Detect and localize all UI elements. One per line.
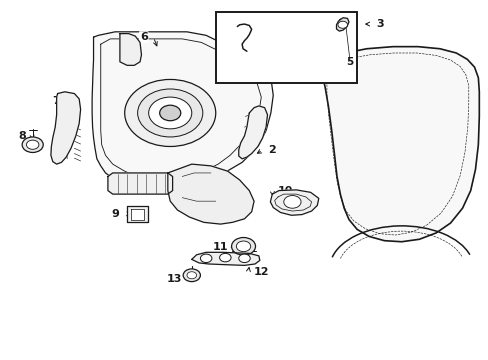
Text: 11: 11 (212, 242, 227, 252)
Text: 6: 6 (140, 32, 147, 42)
Circle shape (137, 89, 203, 137)
Text: 5: 5 (346, 57, 353, 67)
Polygon shape (92, 32, 273, 192)
Polygon shape (108, 173, 172, 194)
Circle shape (22, 137, 43, 153)
Circle shape (183, 269, 200, 282)
Text: 7: 7 (52, 96, 60, 105)
Circle shape (219, 253, 231, 262)
Text: 5: 5 (349, 60, 357, 70)
Text: 4: 4 (231, 27, 239, 37)
Text: 2: 2 (268, 145, 276, 155)
Text: 13: 13 (166, 274, 182, 284)
Circle shape (283, 195, 301, 208)
Circle shape (337, 21, 347, 28)
Polygon shape (238, 106, 267, 159)
Polygon shape (321, 47, 478, 242)
Circle shape (238, 254, 250, 262)
Text: 9: 9 (111, 208, 119, 219)
Circle shape (200, 254, 211, 262)
Polygon shape (336, 18, 348, 31)
Text: 1: 1 (124, 177, 132, 187)
Polygon shape (51, 92, 81, 164)
Circle shape (186, 272, 196, 279)
Circle shape (236, 241, 250, 252)
Circle shape (231, 238, 255, 255)
Text: 8: 8 (19, 131, 26, 141)
Text: 3: 3 (376, 19, 383, 29)
Bar (215, 12, 356, 83)
Circle shape (124, 80, 215, 147)
Polygon shape (131, 209, 143, 220)
Polygon shape (127, 207, 147, 222)
Polygon shape (167, 164, 254, 224)
Circle shape (26, 140, 39, 149)
Polygon shape (120, 33, 141, 66)
Polygon shape (191, 252, 259, 265)
Text: 12: 12 (254, 267, 269, 277)
Polygon shape (270, 190, 318, 215)
Circle shape (148, 97, 191, 129)
Circle shape (160, 105, 181, 121)
Text: 10: 10 (278, 186, 293, 195)
